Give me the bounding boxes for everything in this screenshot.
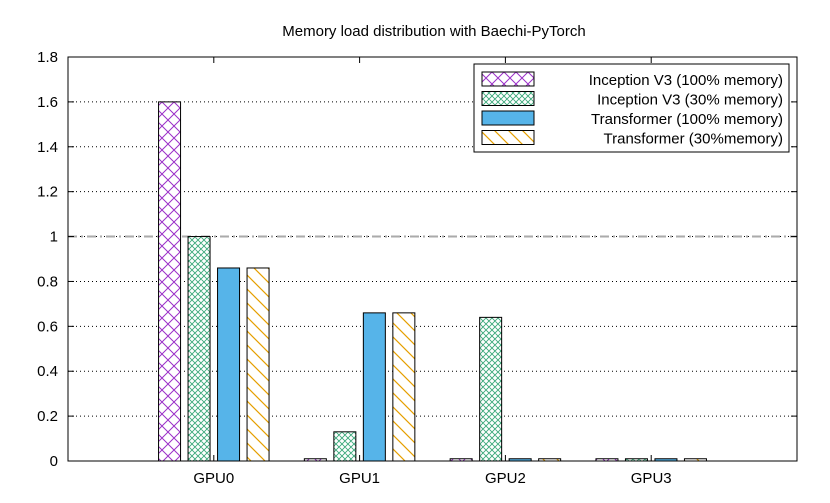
plot-frame xyxy=(67,56,798,462)
x-tick-label: GPU0 xyxy=(193,470,234,487)
legend-label: Transformer (100% memory) xyxy=(591,111,783,128)
legend-label: Transformer (30%memory) xyxy=(604,131,783,148)
bar xyxy=(392,312,416,462)
legend-swatch xyxy=(481,110,535,126)
bar xyxy=(479,316,503,462)
chart-title: Memory load distribution with Baechi-PyT… xyxy=(282,23,585,40)
legend-label: Inception V3 (100% memory) xyxy=(589,72,783,89)
bar xyxy=(158,101,182,462)
bar xyxy=(333,431,357,462)
y-tick-label: 1.6 xyxy=(37,94,58,111)
bar xyxy=(187,236,211,462)
legend-swatch xyxy=(481,71,535,87)
bar xyxy=(217,267,241,462)
bar xyxy=(362,312,386,462)
legend-swatch xyxy=(481,130,535,145)
legend-label: Inception V3 (30% memory) xyxy=(597,92,783,109)
legend: Inception V3 (100% memory) Inception V3 (… xyxy=(473,63,790,153)
y-tick-label: 1.2 xyxy=(37,184,58,201)
y-tick-label: 0 xyxy=(50,453,58,470)
y-tick-label: 1.8 xyxy=(37,49,58,66)
axes: 0 0.2 0.4 0.6 0.8 1 1.2 1.4 1.6 1.8 GPU0 GPU1 GPU2 GP… xyxy=(37,49,798,487)
x-tick-label: GPU2 xyxy=(485,470,526,487)
x-tick-label: GPU3 xyxy=(631,470,672,487)
y-tick-label: 0.6 xyxy=(37,318,58,335)
y-tick-label: 1 xyxy=(50,229,58,246)
legend-swatch xyxy=(481,91,535,106)
y-tick-label: 0.2 xyxy=(37,408,58,425)
y-tick-label: 0.4 xyxy=(37,363,58,380)
grid-lines xyxy=(68,101,797,417)
y-tick-label: 1.4 xyxy=(37,139,58,156)
bar xyxy=(246,267,270,462)
x-tick-label: GPU1 xyxy=(339,470,380,487)
y-tick-label: 0.8 xyxy=(37,273,58,290)
